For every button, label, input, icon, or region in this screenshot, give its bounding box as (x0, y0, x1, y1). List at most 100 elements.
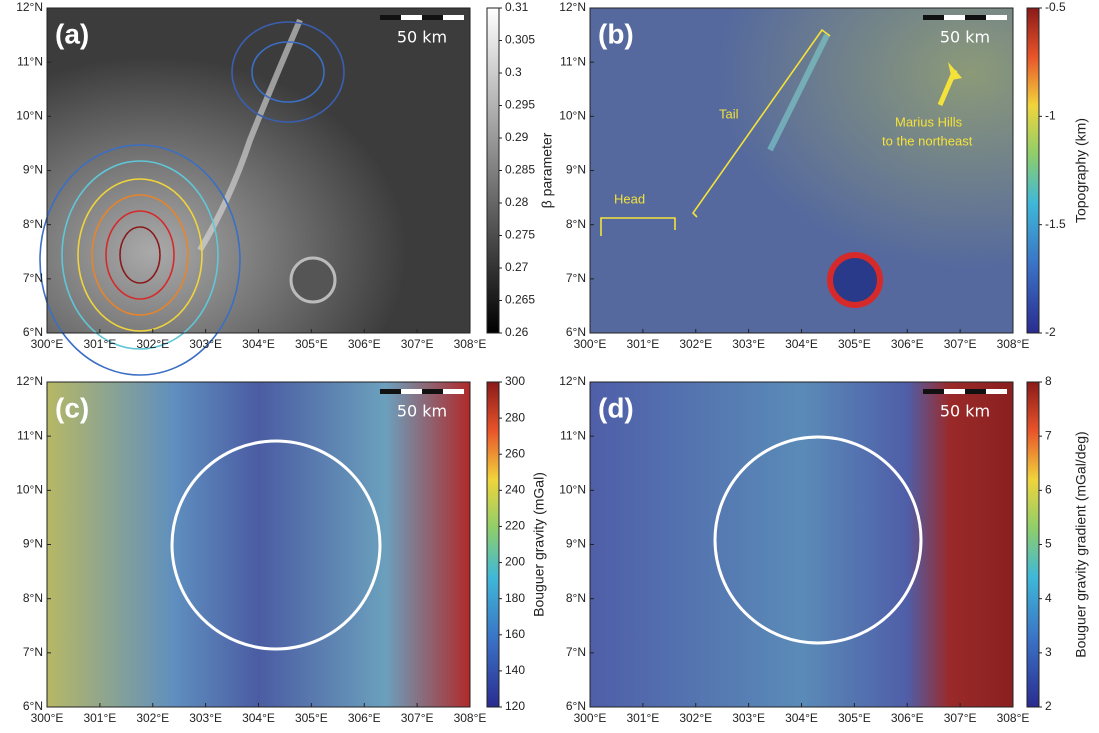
scale-bar (422, 389, 443, 394)
x-tick-label: 301°E (83, 337, 116, 351)
y-tick-label: 12°N (16, 0, 43, 14)
x-tick-label: 301°E (83, 711, 116, 725)
y-tick-label: 9°N (23, 163, 43, 177)
y-tick-label: 8°N (566, 591, 586, 605)
colorbar-tick-label: 200 (505, 555, 525, 569)
x-tick-label: 306°E (348, 337, 381, 351)
x-tick-label: 300°E (574, 711, 607, 725)
colorbar-tick-label: 0.26 (505, 325, 529, 339)
map-images (40, 8, 1013, 707)
x-tick-label: 301°E (626, 711, 659, 725)
x-tick-label: 300°E (31, 337, 64, 351)
colorbar-tick-label: 3 (1045, 645, 1052, 659)
x-tick-label: 302°E (679, 711, 712, 725)
y-tick-label: 9°N (566, 163, 586, 177)
y-tick-label: 7°N (566, 645, 586, 659)
x-tick-label: 305°E (838, 337, 871, 351)
colorbar-tick-label: 0.305 (505, 33, 535, 47)
scale-bar (380, 389, 401, 394)
colorbar-tick-label: 0.29 (505, 130, 529, 144)
scale-bar (944, 15, 965, 20)
colorbar-tick-label: 5 (1045, 537, 1052, 551)
x-tick-label: 304°E (785, 337, 818, 351)
colorbar-tick-label: 0.31 (505, 0, 529, 14)
y-tick-label: 10°N (559, 109, 586, 123)
y-tick-label: 10°N (16, 109, 43, 123)
x-tick-label: 300°E (574, 337, 607, 351)
y-tick-label: 11°N (17, 54, 43, 68)
scale-bar (923, 15, 944, 20)
panel-label: (a) (55, 18, 89, 49)
x-tick-label: 306°E (891, 337, 924, 351)
x-tick-label: 307°E (401, 711, 434, 725)
colorbar-tick-label: 260 (505, 446, 525, 460)
colorbar-tick-label: 0.285 (505, 163, 535, 177)
colorbar-tick-label: -1.5 (1045, 217, 1066, 231)
x-tick-label: 303°E (732, 711, 765, 725)
y-tick-label: 8°N (23, 217, 43, 231)
scale-bar (965, 15, 986, 20)
x-tick-label: 306°E (348, 711, 381, 725)
x-tick-label: 308°E (454, 711, 487, 725)
colorbar-tick-label: -2 (1045, 325, 1056, 339)
scale-bar-label: 50 km (940, 402, 990, 421)
colorbar-label: Bouguer gravity (mGal) (531, 472, 547, 617)
x-tick-label: 305°E (838, 711, 871, 725)
colorbar-tick-label: 0.265 (505, 293, 535, 307)
colorbar-tick-label: 7 (1045, 428, 1052, 442)
crater (830, 255, 880, 305)
scale-bar (443, 389, 464, 394)
scale-bar (923, 389, 944, 394)
colorbar-tick-label: 160 (505, 627, 525, 641)
y-tick-label: 11°N (560, 54, 586, 68)
scale-bar (422, 15, 443, 20)
colorbar-tick-label: 300 (505, 374, 525, 388)
y-tick-label: 8°N (566, 217, 586, 231)
scale-bar-label: 50 km (397, 28, 447, 47)
x-tick-label: 303°E (189, 711, 222, 725)
colorbar-tick-label: 4 (1045, 591, 1052, 605)
y-tick-label: 12°N (559, 374, 586, 388)
scale-bar (443, 15, 464, 20)
y-tick-label: 6°N (566, 699, 586, 713)
y-tick-label: 9°N (566, 537, 586, 551)
x-tick-label: 303°E (189, 337, 222, 351)
x-tick-label: 307°E (944, 337, 977, 351)
y-tick-label: 11°N (17, 428, 43, 442)
colorbar-tick-label: 0.275 (505, 228, 535, 242)
y-tick-label: 11°N (560, 428, 586, 442)
x-tick-label: 308°E (997, 337, 1030, 351)
map-a (47, 8, 470, 333)
scale-bar (401, 15, 422, 20)
scale-bar (986, 15, 1007, 20)
y-tick-label: 9°N (23, 537, 43, 551)
x-tick-label: 307°E (944, 711, 977, 725)
scale-bar (986, 389, 1007, 394)
colorbar-tick-label: 0.3 (505, 65, 522, 79)
x-tick-label: 305°E (295, 711, 328, 725)
panel-label: (d) (598, 392, 634, 423)
annotation: Tail (719, 106, 739, 121)
x-tick-label: 304°E (785, 711, 818, 725)
x-tick-label: 302°E (679, 337, 712, 351)
x-tick-label: 308°E (997, 711, 1030, 725)
x-tick-label: 302°E (136, 337, 169, 351)
x-tick-label: 307°E (401, 337, 434, 351)
scale-bar-label: 50 km (940, 28, 990, 47)
colorbar-tick-label: -1 (1045, 109, 1056, 123)
colorbar (1027, 382, 1039, 707)
colorbar-tick-label: 6 (1045, 483, 1052, 497)
figure: Head Tail Marius Hills to the northeast … (0, 0, 1099, 733)
crater (291, 258, 335, 302)
x-tick-label: 303°E (732, 337, 765, 351)
scale-bar (944, 389, 965, 394)
map-c (47, 382, 470, 707)
y-tick-label: 7°N (566, 271, 586, 285)
x-tick-label: 308°E (454, 337, 487, 351)
x-tick-label: 304°E (242, 337, 275, 351)
colorbar (487, 382, 499, 707)
x-tick-label: 304°E (242, 711, 275, 725)
colorbar-tick-label: 120 (505, 699, 525, 713)
map-d (590, 382, 1013, 707)
x-tick-label: 306°E (891, 711, 924, 725)
